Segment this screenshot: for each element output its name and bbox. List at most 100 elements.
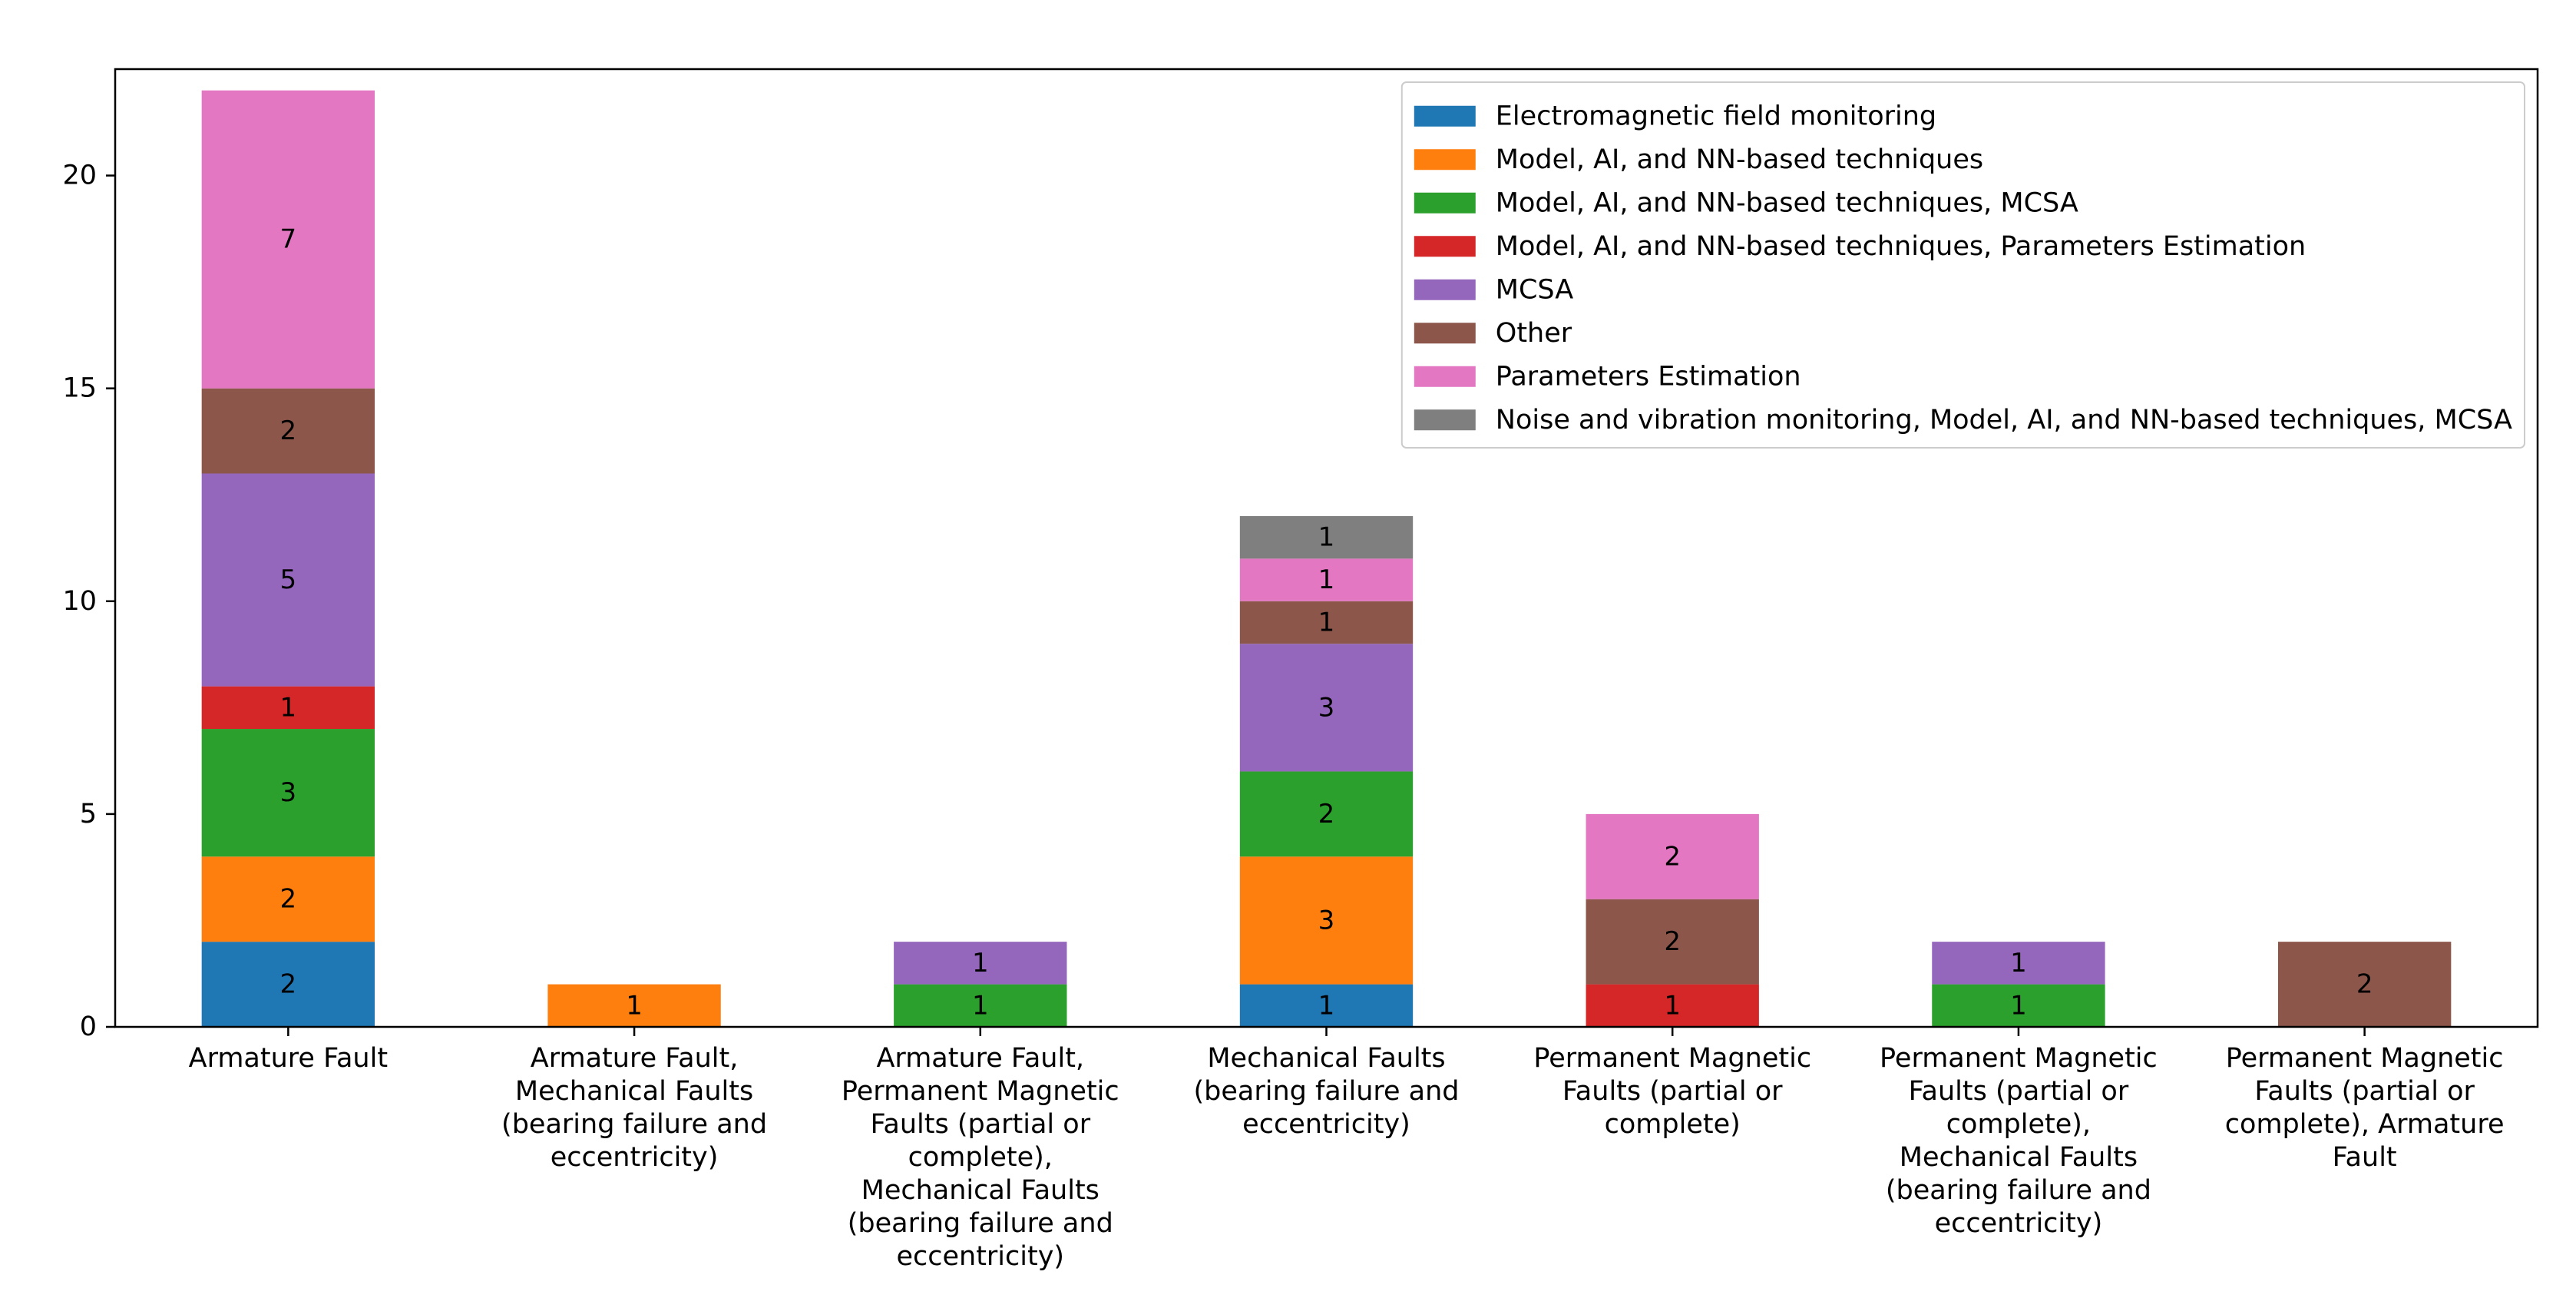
x-tick-label: Permanent Magnetic Faults (partial or comp… — [2225, 1043, 2505, 1173]
y-tick-label: 15 — [62, 373, 97, 404]
bar-segment — [201, 729, 375, 857]
x-tick-label: Armature Fault — [189, 1043, 388, 1074]
data-label: 1 — [2010, 948, 2027, 978]
x-tick-label-line: Mechanical Faults — [1207, 1043, 1445, 1074]
data-label: 1 — [1318, 990, 1335, 1021]
x-tick-label-line: Permanent Magnetic — [842, 1076, 1119, 1107]
x-tick-label: Permanent Magnetic Faults (partial or comp… — [1533, 1043, 1811, 1140]
x-tick-label-line: (bearing failure and — [501, 1109, 767, 1140]
x-tick-label-line: Armature Fault, — [876, 1043, 1084, 1074]
bar-segment — [1239, 984, 1414, 1027]
x-tick-label-line: (bearing failure and — [848, 1208, 1113, 1239]
x-tick-label-line: complete), Armature — [2225, 1109, 2505, 1140]
data-label: 1 — [626, 990, 643, 1021]
data-label: 1 — [1664, 990, 1681, 1021]
x-tick-label-line: eccentricity) — [896, 1241, 1064, 1272]
x-tick-label-line: Permanent Magnetic — [1533, 1043, 1811, 1074]
bar-segment — [201, 388, 375, 474]
bars-layer — [201, 90, 2452, 1027]
legend-swatch — [1414, 105, 1476, 127]
legend-swatch — [1414, 236, 1476, 257]
legend-label: Model, AI, and NN-based techniques, Para… — [1496, 231, 2306, 262]
y-tick-label: 0 — [80, 1012, 97, 1042]
y-tick-label: 5 — [80, 799, 97, 829]
data-label: 3 — [280, 777, 297, 808]
bar-segment — [1239, 601, 1414, 644]
x-tick-label-line: Armature Fault — [189, 1043, 388, 1074]
legend-label: Electromagnetic field monitoring — [1496, 101, 1936, 131]
x-tick-label-line: Mechanical Faults — [515, 1076, 753, 1107]
bar-segment — [1239, 515, 1414, 559]
bar-segment — [1586, 813, 1759, 899]
legend-swatch — [1414, 323, 1476, 344]
data-label: 1 — [1318, 607, 1335, 637]
legend-swatch — [1414, 192, 1476, 214]
x-tick-label-line: eccentricity) — [551, 1142, 719, 1173]
data-label: 3 — [1318, 692, 1335, 723]
x-tick-label-line: Faults (partial or — [1562, 1076, 1783, 1107]
legend-box — [1400, 81, 2525, 449]
x-tick-label: Armature Fault, Mechanical Faults (bearing… — [501, 1043, 767, 1173]
bar-segment — [547, 984, 721, 1027]
legend: Electromagnetic field monitoring Model, A… — [1400, 81, 2525, 449]
x-tick-label: Permanent Magnetic Faults (partial or comp… — [1880, 1043, 2158, 1239]
x-tick-label-line: Fault — [2333, 1142, 2397, 1173]
bar-segment — [894, 942, 1067, 985]
legend-label: MCSA — [1496, 274, 1574, 305]
x-tick-label-line: Permanent Magnetic — [1880, 1043, 2158, 1074]
x-tick-label-line: complete), — [908, 1142, 1053, 1173]
data-label: 1 — [280, 692, 297, 723]
x-tick-label-line: (bearing failure and — [1886, 1175, 2151, 1206]
legend-swatch — [1414, 366, 1476, 387]
legend-label: Model, AI, and NN-based techniques — [1496, 144, 1983, 175]
data-label: 2 — [1664, 926, 1681, 957]
x-tick-label-line: Permanent Magnetic — [2226, 1043, 2504, 1074]
x-tick-label-line: (bearing failure and — [1193, 1076, 1459, 1107]
data-label: 1 — [972, 948, 989, 978]
data-label: 1 — [1318, 565, 1335, 595]
x-tick-label-line: Mechanical Faults — [1900, 1142, 2138, 1173]
y-tick-label: 10 — [62, 586, 97, 617]
bar-segment — [2277, 942, 2452, 1027]
data-label: 1 — [1318, 522, 1335, 553]
x-tick-label-line: complete) — [1605, 1109, 1741, 1140]
bar-segment — [1239, 644, 1414, 772]
x-tick-label-line: complete), — [1946, 1109, 2091, 1140]
y-tick-label: 20 — [62, 161, 97, 191]
data-label: 2 — [1318, 799, 1335, 829]
data-label: 3 — [1318, 905, 1335, 935]
data-label: 1 — [2010, 990, 2027, 1021]
data-label: 1 — [972, 990, 989, 1021]
data-label: 5 — [280, 565, 297, 595]
bar-segment — [201, 856, 375, 942]
x-tick-label-line: Faults (partial or — [870, 1109, 1090, 1140]
data-label: 2 — [280, 416, 297, 446]
x-tick-label: Armature Fault, Permanent Magnetic Faults … — [842, 1043, 1119, 1272]
data-label: 2 — [280, 969, 297, 1000]
bar-segment — [201, 473, 375, 687]
bar-segment — [1239, 856, 1414, 985]
x-tick-label-line: Faults (partial or — [2254, 1076, 2475, 1107]
x-tick-label-line: eccentricity) — [1242, 1109, 1410, 1140]
data-label: 2 — [1664, 841, 1681, 872]
bar-segment — [1586, 899, 1759, 985]
bar-segment — [1932, 984, 2105, 1027]
x-tick-label: Mechanical Faults (bearing failure and ecc… — [1193, 1043, 1459, 1140]
bar-segment — [1239, 558, 1414, 601]
legend-label: Other — [1496, 318, 1572, 349]
bar-segment — [1932, 942, 2105, 985]
x-tick-label-line: Armature Fault, — [531, 1043, 739, 1074]
legend-label: Model, AI, and NN-based techniques, MCSA — [1496, 187, 2078, 218]
x-tick-label-line: Faults (partial or — [1909, 1076, 2129, 1107]
legend-swatch — [1414, 409, 1476, 431]
legend-swatch — [1414, 149, 1476, 171]
bar-segment — [894, 984, 1067, 1027]
legend-label: Noise and vibration monitoring, Model, A… — [1496, 405, 2512, 435]
legend-swatch — [1414, 279, 1476, 300]
bar-segment — [201, 942, 375, 1027]
data-label: 7 — [280, 224, 297, 255]
